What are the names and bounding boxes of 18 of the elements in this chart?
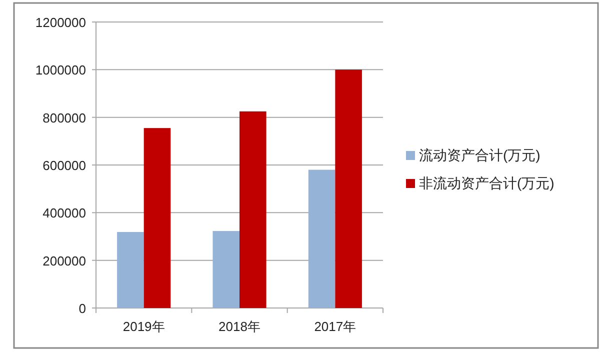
x-tick-label: 2019年 [122,319,165,334]
bar [212,231,240,308]
bar [308,170,336,308]
x-tick-label: 2017年 [314,319,356,334]
y-tick-label: 400000 [42,206,86,221]
y-tick-label: 600000 [42,158,86,173]
legend-label: 流动资产合计(万元) [419,147,540,163]
bar [144,128,171,308]
y-tick-label: 800000 [42,110,86,126]
y-tick-label: 0 [78,301,86,316]
y-tick-label: 1000000 [35,62,86,78]
x-tick-label: 2018年 [218,319,260,334]
y-tick-label: 200000 [42,253,86,268]
bar [117,232,144,308]
bar [240,111,266,308]
bar [335,70,362,308]
y-tick-label: 1200000 [35,15,86,30]
legend-label: 非流动资产合计(万元) [419,175,554,191]
